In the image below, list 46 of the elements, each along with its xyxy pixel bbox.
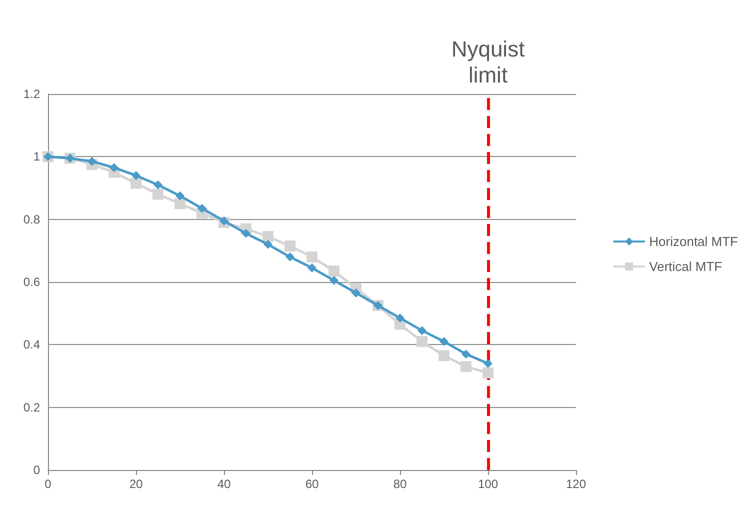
- point: [110, 163, 118, 172]
- y-tick-label: 0.6: [23, 275, 40, 289]
- y-tick-label: 1: [33, 150, 40, 164]
- point: [460, 361, 472, 372]
- ref-line-label: Nyquist limit: [451, 36, 525, 88]
- point: [88, 156, 96, 166]
- point: [152, 188, 164, 200]
- y-tick-label: 1.2: [23, 87, 40, 101]
- x-tick-label: 40: [217, 477, 231, 491]
- point: [220, 216, 228, 226]
- point: [132, 170, 140, 180]
- point: [416, 336, 428, 348]
- point: [484, 358, 492, 368]
- point: [264, 240, 272, 249]
- legend-label: Vertical MTF: [649, 259, 722, 274]
- y-tick-label: 0: [33, 463, 40, 477]
- y-tick-label: 0.8: [23, 212, 40, 226]
- point: [462, 350, 470, 359]
- point: [308, 263, 316, 272]
- x-tick-label: 60: [305, 477, 319, 491]
- point: [306, 251, 318, 262]
- point: [130, 178, 142, 189]
- point: [440, 337, 448, 346]
- point: [198, 204, 206, 213]
- y-tick-label: 0.2: [23, 400, 40, 414]
- point: [154, 180, 162, 190]
- point: [174, 198, 186, 210]
- x-tick-label: 120: [566, 477, 586, 491]
- y-tick-label: 0.4: [23, 338, 40, 352]
- point: [284, 240, 296, 252]
- point: [242, 228, 250, 238]
- point: [482, 367, 494, 378]
- point: [396, 314, 404, 323]
- point: [328, 266, 340, 277]
- x-tick-label: 100: [478, 477, 498, 491]
- point: [438, 350, 450, 362]
- x-tick-label: 20: [129, 477, 143, 491]
- legend-label: Horizontal MTF: [649, 234, 738, 249]
- point: [176, 191, 184, 200]
- x-tick-label: 80: [393, 477, 407, 491]
- point: [262, 231, 274, 242]
- point: [330, 276, 338, 285]
- point: [286, 252, 294, 262]
- x-tick-label: 0: [44, 477, 52, 491]
- point: [352, 288, 360, 298]
- point: [418, 326, 426, 336]
